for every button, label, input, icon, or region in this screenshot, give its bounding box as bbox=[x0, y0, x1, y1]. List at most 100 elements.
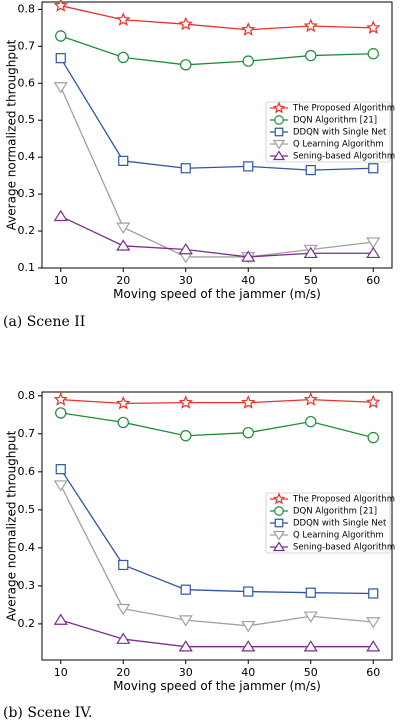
legend-label: DQN Algorithm [21] bbox=[293, 116, 377, 126]
y-tick-label: 0.2 bbox=[18, 224, 36, 237]
x-tick-label: 30 bbox=[179, 666, 193, 679]
data-point-triangle-up bbox=[303, 246, 318, 259]
series-line-triangle-down bbox=[60, 86, 374, 258]
data-point-circle bbox=[367, 431, 379, 444]
figure-caption: (b) Scene IV. bbox=[3, 705, 92, 721]
x-axis-label: Moving speed of the jammer (m/s) bbox=[113, 679, 321, 693]
data-point-square bbox=[305, 587, 316, 598]
x-tick-label: 20 bbox=[116, 274, 130, 287]
data-point-triangle-down bbox=[53, 82, 68, 94]
legend-marker-square bbox=[274, 127, 284, 137]
data-point-star bbox=[241, 22, 256, 36]
data-point-triangle-up bbox=[178, 242, 193, 255]
legend-label: DDQN with Single Net bbox=[293, 128, 387, 138]
data-point-triangle-down bbox=[303, 611, 318, 623]
data-point-circle bbox=[367, 48, 379, 60]
chart-scene-iv: Moving speed of the jammer (m/s) Average… bbox=[3, 389, 395, 721]
y-tick-label: 0.5 bbox=[18, 113, 36, 126]
data-point-triangle-down bbox=[241, 620, 256, 633]
series-line-square bbox=[60, 57, 374, 171]
x-tick-label: 10 bbox=[54, 274, 68, 287]
series-line-square bbox=[60, 468, 374, 595]
data-point-star bbox=[116, 395, 131, 410]
legend: The Proposed Algorithm DQN Algorithm [21]… bbox=[265, 492, 395, 554]
data-point-triangle-up bbox=[53, 209, 68, 222]
data-point-circle bbox=[180, 430, 192, 442]
data-point-circle bbox=[305, 415, 317, 428]
y-tick-label: 0.6 bbox=[18, 76, 36, 89]
data-point-circle bbox=[180, 59, 192, 71]
data-point-triangle-down bbox=[178, 615, 193, 627]
data-point-triangle-up bbox=[53, 613, 68, 625]
plot-area-frame bbox=[41, 1, 393, 269]
data-point-triangle-down bbox=[116, 603, 131, 616]
legend-label: The Proposed Algorithm bbox=[292, 104, 395, 114]
data-point-square bbox=[305, 164, 316, 176]
legend-marker-star bbox=[272, 101, 286, 114]
legend-label: Sening-based Algorithm bbox=[293, 152, 395, 162]
legend-label: Q Learning Algorithm bbox=[293, 531, 384, 541]
y-tick-label: 0.7 bbox=[18, 427, 36, 440]
data-point-star bbox=[178, 16, 193, 31]
y-axis-label: Average normalized throughput bbox=[5, 430, 19, 621]
y-tick-label: 0.4 bbox=[18, 541, 36, 554]
data-point-triangle-up bbox=[303, 640, 318, 652]
data-point-star bbox=[53, 0, 68, 12]
x-tick-label: 50 bbox=[304, 274, 318, 287]
data-point-triangle-up bbox=[116, 632, 131, 644]
data-point-circle bbox=[55, 30, 67, 42]
data-point-square bbox=[180, 163, 191, 174]
data-point-star bbox=[303, 392, 318, 406]
axis-ticks: 10 20 30 40 50 60 0.2 0.3 0.4 0.5 0.6 0.7 0.8 bbox=[18, 389, 381, 679]
legend-label: Q Learning Algorithm bbox=[293, 140, 384, 150]
data-point-star bbox=[366, 394, 381, 409]
legend-marker-triangle-up bbox=[272, 150, 286, 161]
y-tick-label: 0.6 bbox=[18, 465, 36, 478]
x-tick-label: 50 bbox=[304, 666, 318, 679]
y-tick-label: 0.2 bbox=[18, 617, 36, 630]
y-tick-label: 0.3 bbox=[18, 187, 36, 200]
y-tick-label: 0.3 bbox=[18, 579, 36, 592]
y-tick-label: 0.5 bbox=[18, 503, 36, 516]
x-tick-label: 60 bbox=[366, 274, 380, 287]
data-point-star bbox=[366, 20, 381, 34]
y-axis-label: Average normalized throughput bbox=[5, 39, 19, 230]
x-tick-label: 30 bbox=[179, 274, 193, 287]
data-point-square bbox=[118, 155, 129, 166]
data-point-star bbox=[178, 395, 193, 409]
data-point-star bbox=[53, 392, 68, 406]
series-lines bbox=[53, 0, 381, 264]
legend-label: DDQN with Single Net bbox=[293, 519, 387, 529]
legend-marker-triangle-up bbox=[272, 541, 286, 552]
series-line-circle bbox=[60, 412, 374, 439]
data-point-triangle-up bbox=[178, 640, 193, 652]
data-point-circle bbox=[117, 51, 129, 64]
data-point-star bbox=[241, 395, 256, 409]
legend: The Proposed Algorithm DQN Algorithm [21]… bbox=[265, 101, 395, 163]
x-tick-label: 40 bbox=[241, 274, 255, 287]
data-point-circle bbox=[305, 49, 317, 62]
legend-marker-star bbox=[272, 492, 286, 505]
data-point-circle bbox=[55, 407, 67, 419]
series-line-star bbox=[60, 398, 374, 405]
figure-caption: (a) Scene II bbox=[3, 314, 85, 330]
data-point-triangle-down bbox=[116, 222, 131, 234]
legend-box bbox=[265, 101, 391, 163]
legend-marker-triangle-down bbox=[272, 530, 286, 541]
legend-label: The Proposed Algorithm bbox=[292, 495, 395, 505]
y-tick-label: 0.7 bbox=[18, 39, 36, 52]
axis-ticks: 10 20 30 40 50 60 0.1 0.2 0.3 0.4 0.5 0.6 0.7 0.8 bbox=[18, 2, 381, 287]
legend-marker-circle bbox=[274, 115, 284, 125]
series-line-triangle-down bbox=[60, 484, 374, 627]
legend-label: Sening-based Algorithm bbox=[293, 543, 395, 553]
y-tick-label: 0.4 bbox=[18, 150, 36, 163]
x-tick-label: 10 bbox=[54, 666, 68, 679]
data-point-square bbox=[243, 586, 254, 597]
data-point-star bbox=[116, 12, 131, 26]
y-tick-label: 0.8 bbox=[18, 2, 36, 15]
data-point-square bbox=[368, 588, 379, 599]
data-point-square bbox=[118, 559, 129, 571]
data-point-triangle-up bbox=[366, 246, 381, 259]
series-line-circle bbox=[60, 35, 374, 66]
